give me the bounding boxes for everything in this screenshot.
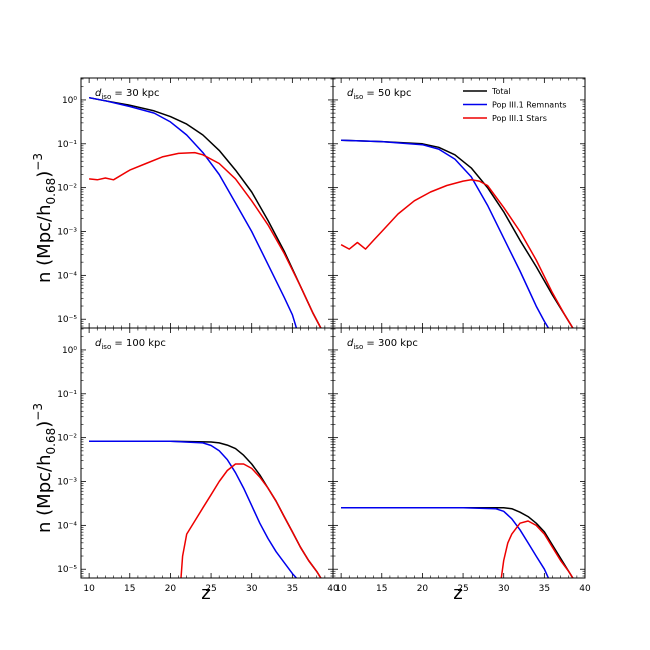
title-value: = 100 kpc [111, 338, 166, 349]
panel-2: diso = 50 kpc [332, 77, 586, 329]
series-line-pop-iii-1-stars [180, 463, 322, 578]
x-tick-label: 40 [327, 584, 339, 594]
ylabel-sub: 0.68 [44, 178, 58, 205]
x-tick-label: 10 [335, 584, 347, 594]
y-tick-label: 10⁻³ [57, 478, 77, 488]
title-prefix: d [347, 338, 354, 349]
x-tick-label: 10 [83, 584, 95, 594]
legend-label: Pop III.1 Remnants [492, 101, 567, 110]
panel-title: diso = 50 kpc [347, 88, 412, 101]
panel-title: diso = 300 kpc [347, 338, 418, 351]
ylabel-exp: −3 [31, 153, 45, 171]
legend-label: Pop III.1 Stars [492, 114, 547, 123]
title-value: = 30 kpc [111, 88, 159, 99]
ylabel-sub: 0.68 [44, 428, 58, 455]
y-tick-label: 10⁻⁴ [57, 271, 77, 281]
panel-4: 10 15 20 25 30 35 40 diso = 300 kpc [332, 327, 591, 594]
y-tick-label: 10⁻² [57, 184, 77, 194]
title-sub: iso [101, 343, 111, 351]
ylabel-tail: ) [34, 421, 55, 428]
panel-frame [80, 77, 334, 329]
panel-3: 10⁰ 10⁻¹ 10⁻² 10⁻³ 10⁻⁴ 10⁻⁵ 10 15 20 25 30 35 40 dis… [57, 327, 339, 594]
panel-frame [332, 77, 586, 329]
y-tick-label: 10⁻³ [57, 228, 77, 238]
y-tick-label: 10⁻¹ [57, 140, 77, 150]
y-tick-label: 10⁻⁴ [57, 521, 77, 531]
x-tick-label: 40 [579, 584, 591, 594]
series-line-pop-iii-1-remnants [88, 96, 298, 328]
series-line-total [341, 139, 574, 328]
y-tick-label: 10⁻² [57, 434, 77, 444]
title-value: = 50 kpc [363, 88, 411, 99]
panel-title: diso = 100 kpc [95, 338, 166, 351]
title-prefix: d [95, 88, 102, 99]
x-tick-label: 35 [539, 584, 550, 594]
x-tick-label: 30 [498, 584, 510, 594]
legend: Total Pop III.1 Remnants Pop III.1 Stars [463, 87, 567, 123]
y-axis-label-bottom: n (Mpc/h0.68)−3 [31, 403, 58, 533]
panel-1: 10⁰ 10⁻¹ 10⁻² 10⁻³ 10⁻⁴ 10⁻⁵ diso = 30 kpc [57, 77, 334, 329]
title-prefix: d [95, 338, 102, 349]
ylabel-main: n (Mpc/h [34, 204, 55, 282]
x-tick-label: 35 [287, 584, 298, 594]
x-tick-label: 30 [246, 584, 258, 594]
series-line-pop-iii-1-stars [500, 520, 574, 578]
series-line-total [88, 96, 322, 328]
y-axis-label-top: n (Mpc/h0.68)−3 [31, 153, 58, 283]
x-tick-label: 20 [417, 584, 429, 594]
x-tick-label: 20 [165, 584, 177, 594]
series-line-pop-iii-1-stars [340, 179, 574, 328]
panel-frame [80, 327, 334, 579]
y-tick-label: 10⁰ [62, 96, 77, 106]
panel-frame [332, 327, 586, 579]
legend-label: Total [491, 87, 511, 96]
series-line-total [341, 507, 574, 578]
y-tick-label: 10⁰ [62, 346, 77, 356]
title-sub: iso [353, 343, 363, 351]
y-tick-label: 10⁻⁵ [57, 315, 77, 325]
title-sub: iso [101, 93, 111, 101]
panel-title: diso = 30 kpc [95, 88, 160, 101]
x-axis-label-right: z [453, 583, 462, 604]
ylabel-main: n (Mpc/h [34, 454, 55, 532]
title-sub: iso [353, 93, 363, 101]
ylabel-tail: ) [34, 171, 55, 178]
ylabel-exp: −3 [31, 403, 45, 421]
x-tick-label: 25 [457, 584, 468, 594]
series-line-total [89, 440, 322, 578]
series-line-pop-iii-1-remnants [341, 507, 550, 578]
series-line-pop-iii-1-stars [89, 151, 322, 328]
title-prefix: d [347, 88, 354, 99]
title-value: = 300 kpc [363, 338, 418, 349]
x-tick-label: 25 [205, 584, 216, 594]
series-line-pop-iii-1-remnants [341, 139, 550, 328]
y-tick-label: 10⁻¹ [57, 390, 77, 400]
y-tick-label: 10⁻⁵ [57, 565, 77, 575]
x-axis-label-left: z [201, 583, 210, 604]
series-line-pop-iii-1-remnants [89, 440, 297, 578]
x-tick-label: 15 [376, 584, 387, 594]
x-tick-label: 15 [124, 584, 135, 594]
